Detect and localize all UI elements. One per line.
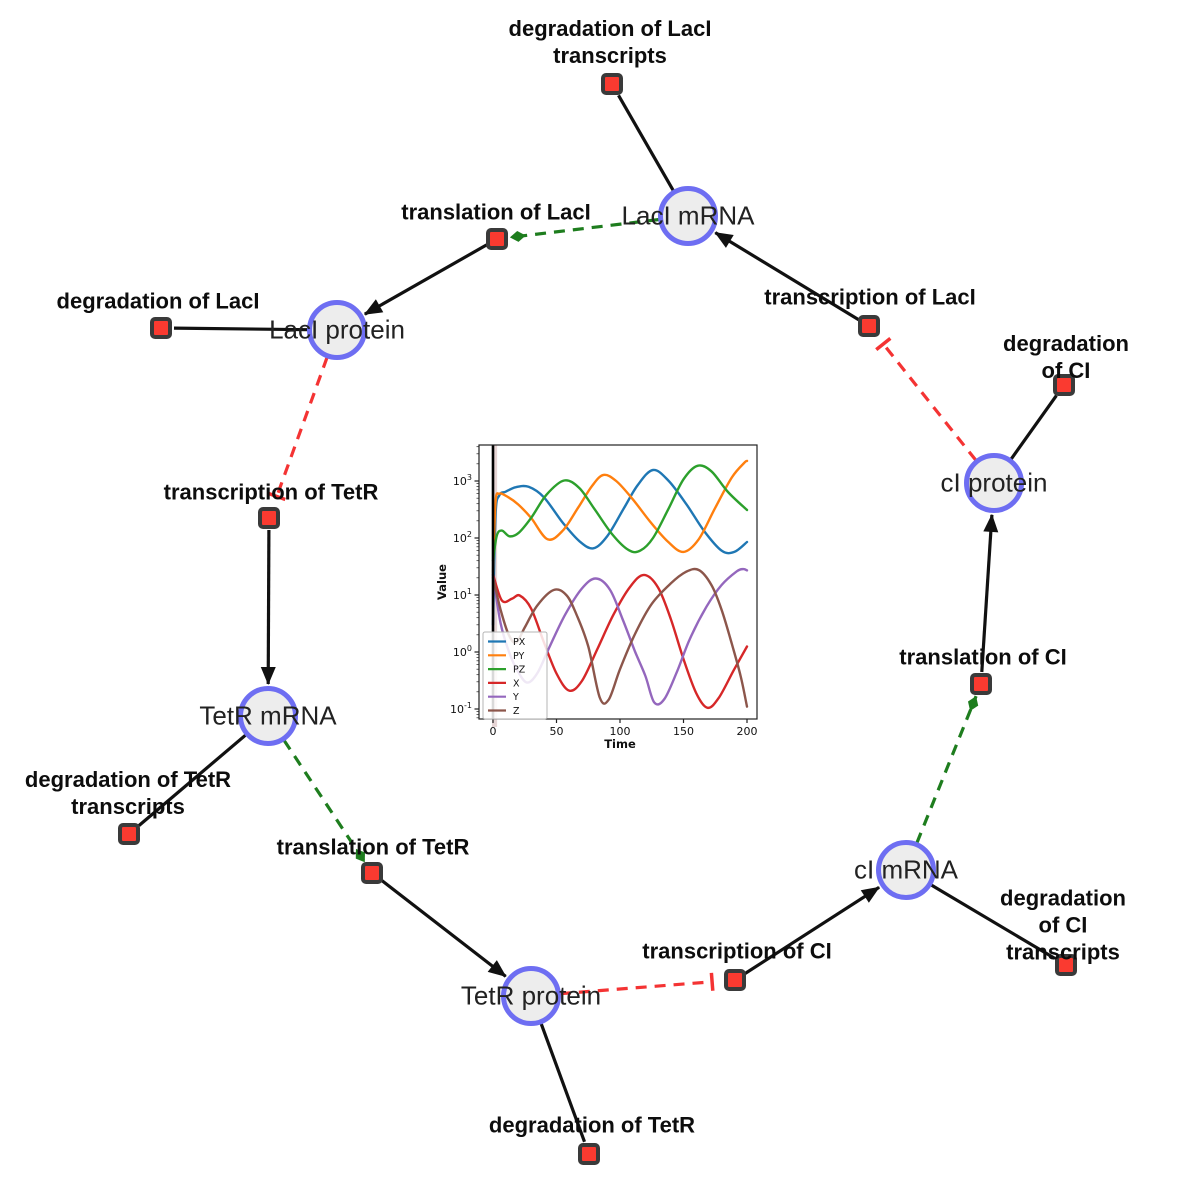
- edge-product-transl-tetr-to-tetr-prot: [380, 879, 507, 978]
- chart-ylabel: Value: [435, 564, 449, 600]
- species-label-ci-mrna: cI mRNA: [854, 854, 958, 885]
- chart-series-PX: [491, 468, 749, 626]
- reaction-label-deg-tetr: degradation of TetR: [488, 1112, 696, 1138]
- edge-modifier-ci-mrna-to-transl-ci: [915, 695, 979, 844]
- species-node-laci-prot[interactable]: [307, 300, 367, 360]
- edge-reactant-tetr-prot-to-deg-tetr: [539, 1022, 587, 1143]
- legend-label-PZ: PZ: [513, 665, 526, 676]
- edge-reactant-ci-mrna-to-deg-ci-tx: [930, 883, 1056, 960]
- edge-reactant-ci-prot-to-deg-ci: [1009, 394, 1058, 461]
- edge-product-transl-ci-to-ci-prot: [980, 513, 999, 673]
- reaction-node-deg-laci[interactable]: [150, 317, 172, 339]
- reaction-label-deg-laci: degradation of LacI: [56, 288, 260, 314]
- species-label-laci-mrna: LacI mRNA: [621, 200, 755, 231]
- legend-label-X: X: [513, 678, 520, 689]
- chart-xlabel: Time: [604, 737, 636, 751]
- reaction-node-transl-laci[interactable]: [486, 228, 508, 250]
- reaction-node-deg-tetr[interactable]: [578, 1143, 600, 1165]
- species-label-tetr-mrna: TetR mRNA: [199, 700, 337, 731]
- edge-product-tc-laci-to-laci-mrna: [714, 231, 860, 322]
- species-node-ci-mrna[interactable]: [876, 840, 936, 900]
- edge-reactant-laci-mrna-to-deg-laci-tx: [617, 94, 675, 192]
- reaction-node-tc-laci[interactable]: [858, 315, 880, 337]
- x-tick-label: 150: [673, 725, 694, 738]
- legend-label-Z: Z: [513, 706, 520, 717]
- chart-series-X: [491, 573, 749, 710]
- edge-inhibition-laci-prot-to-tc-tetr: [267, 356, 329, 502]
- edge-modifier-tetr-mrna-to-transl-tetr: [282, 739, 367, 864]
- species-node-tetr-mrna[interactable]: [238, 686, 298, 746]
- edge-inhibition-ci-prot-to-tc-laci: [875, 337, 978, 462]
- reaction-label-deg-laci-tx: degradation of LacI transcripts: [508, 16, 712, 68]
- chart-series-PZ: [491, 464, 749, 562]
- y-tick-label: 103: [453, 473, 472, 488]
- y-tick-label: 101: [453, 587, 472, 602]
- edge-product-tc-tetr-to-tetr-mrna: [260, 529, 276, 685]
- chart-legend: PX PY PZ XYZ: [482, 631, 548, 720]
- reaction-label-deg-tetr-tx: degradation of TetR transcripts: [24, 767, 232, 819]
- legend-label-PX: PX: [513, 637, 526, 648]
- reaction-label-deg-ci: degradation of CI: [1003, 331, 1129, 383]
- edge-modifier-laci-mrna-to-transl-laci: [509, 217, 660, 242]
- species-label-tetr-prot: TetR protein: [460, 980, 602, 1011]
- reaction-label-transl-ci: translation of CI: [899, 644, 1067, 670]
- species-node-ci-prot[interactable]: [964, 453, 1024, 513]
- x-tick-label: 100: [610, 725, 631, 738]
- species-label-laci-prot: LacI protein: [269, 314, 405, 345]
- x-tick-label: 50: [550, 725, 564, 738]
- reaction-label-tc-laci: transcription of LacI: [764, 284, 976, 310]
- reaction-label-transl-laci: translation of LacI: [401, 199, 591, 225]
- inset-chart: 0 50 100 150 20010-1100101102103TimeValuePXP…: [435, 444, 758, 751]
- species-node-tetr-prot[interactable]: [501, 966, 561, 1026]
- reaction-node-tc-tetr[interactable]: [258, 507, 280, 529]
- edge-reactant-tetr-mrna-to-deg-tetr-tx: [137, 733, 247, 827]
- edge-reactant-laci-prot-to-deg-laci: [173, 326, 309, 332]
- chart-series-PY: [491, 459, 749, 574]
- reaction-node-deg-laci-tx[interactable]: [601, 73, 623, 95]
- y-tick-label: 10-1: [450, 701, 472, 716]
- legend-label-Y: Y: [512, 692, 519, 703]
- x-tick-label: 200: [737, 725, 758, 738]
- y-tick-label: 102: [453, 530, 472, 545]
- reaction-label-deg-ci-tx: degradation of CI transcripts: [1000, 885, 1126, 965]
- reaction-node-deg-ci[interactable]: [1053, 374, 1075, 396]
- reaction-node-transl-tetr[interactable]: [361, 862, 383, 884]
- x-tick-label: 0: [490, 725, 497, 738]
- reaction-node-tc-ci[interactable]: [724, 969, 746, 991]
- legend-label-PY: PY: [513, 651, 525, 662]
- reaction-node-deg-tetr-tx[interactable]: [118, 823, 140, 845]
- species-node-laci-mrna[interactable]: [658, 186, 718, 246]
- edge-product-transl-laci-to-laci-prot: [363, 243, 488, 316]
- reaction-node-transl-ci[interactable]: [970, 673, 992, 695]
- reaction-label-tc-ci: transcription of CI: [642, 938, 832, 964]
- chart-axes-box: [478, 444, 758, 720]
- edge-inhibition-tetr-prot-to-tc-ci: [559, 972, 715, 996]
- species-label-ci-prot: cI protein: [940, 467, 1048, 498]
- reaction-node-deg-ci-tx[interactable]: [1055, 954, 1077, 976]
- reaction-label-transl-tetr: translation of TetR: [276, 834, 470, 860]
- y-tick-label: 100: [453, 644, 472, 659]
- edge-product-tc-ci-to-ci-mrna: [744, 885, 880, 975]
- reaction-label-tc-tetr: transcription of TetR: [163, 479, 379, 505]
